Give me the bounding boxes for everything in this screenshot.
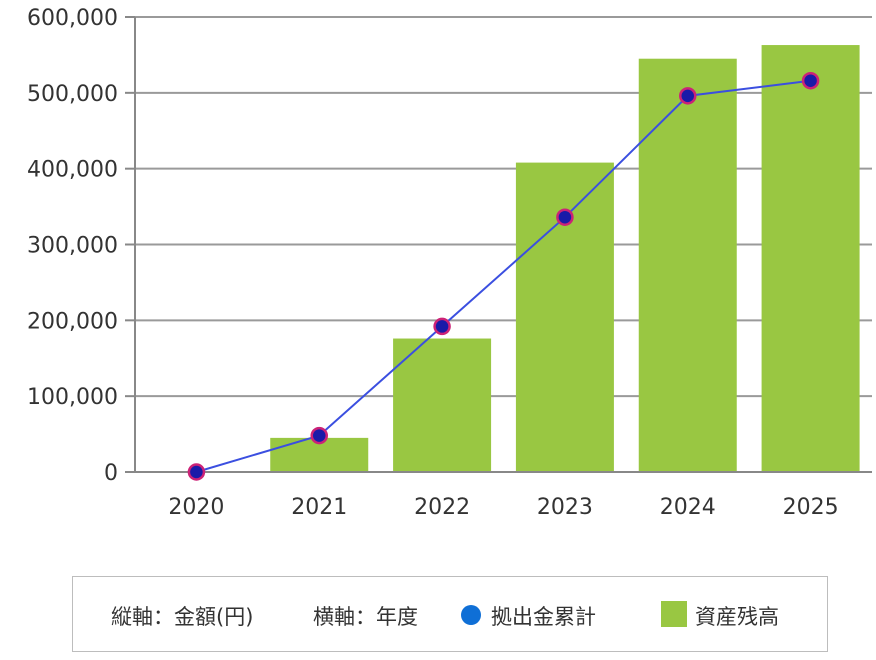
legend-line-series-label: 拠出金累計	[491, 605, 596, 629]
bar	[393, 338, 492, 472]
legend: 縦軸：金額(円) 横軸：年度 拠出金累計 資産残高	[72, 576, 828, 652]
bar	[638, 58, 737, 472]
bar-series	[270, 45, 860, 472]
y-tick-label: 500,000	[27, 82, 118, 107]
line-point	[433, 317, 451, 336]
bar	[761, 45, 860, 472]
line-point	[679, 87, 697, 105]
y-tick-label: 400,000	[27, 158, 118, 183]
gridlines	[135, 16, 872, 398]
y-tick-label: 100,000	[27, 385, 118, 410]
chart: 0 100,000 200,000 300,000 400,000 500,000 600,…	[27, 6, 872, 520]
x-tick-label: 2023	[537, 495, 593, 520]
y-axis-ticks: 0 100,000 200,000 300,000 400,000 500,000 600,…	[27, 6, 135, 486]
y-tick-label: 600,000	[27, 6, 118, 31]
x-tick-label: 2020	[168, 495, 224, 520]
x-tick-label: 2021	[291, 495, 347, 520]
x-tick-label: 2024	[660, 495, 716, 520]
legend-vertical-axis: 縦軸：金額(円)	[111, 605, 254, 629]
line-point	[310, 426, 328, 445]
x-tick-label: 2025	[783, 495, 839, 520]
line-series	[187, 71, 820, 481]
x-tick-label: 2022	[414, 495, 470, 520]
series-line	[196, 79, 811, 473]
legend-line-series-marker	[461, 605, 481, 625]
y-tick-label: 0	[104, 461, 118, 486]
line-point	[187, 463, 206, 481]
legend-bar-series-marker	[661, 601, 687, 627]
legend-bar-series-label: 資産残高	[695, 605, 779, 629]
y-tick-label: 200,000	[27, 309, 118, 334]
y-tick-label: 300,000	[27, 234, 118, 259]
line-point	[556, 208, 574, 226]
x-axis-ticks: 2020 2021 2022 2023 2024 2025	[168, 495, 838, 520]
line-point	[801, 71, 820, 90]
legend-horizontal-axis: 横軸：年度	[313, 605, 418, 629]
